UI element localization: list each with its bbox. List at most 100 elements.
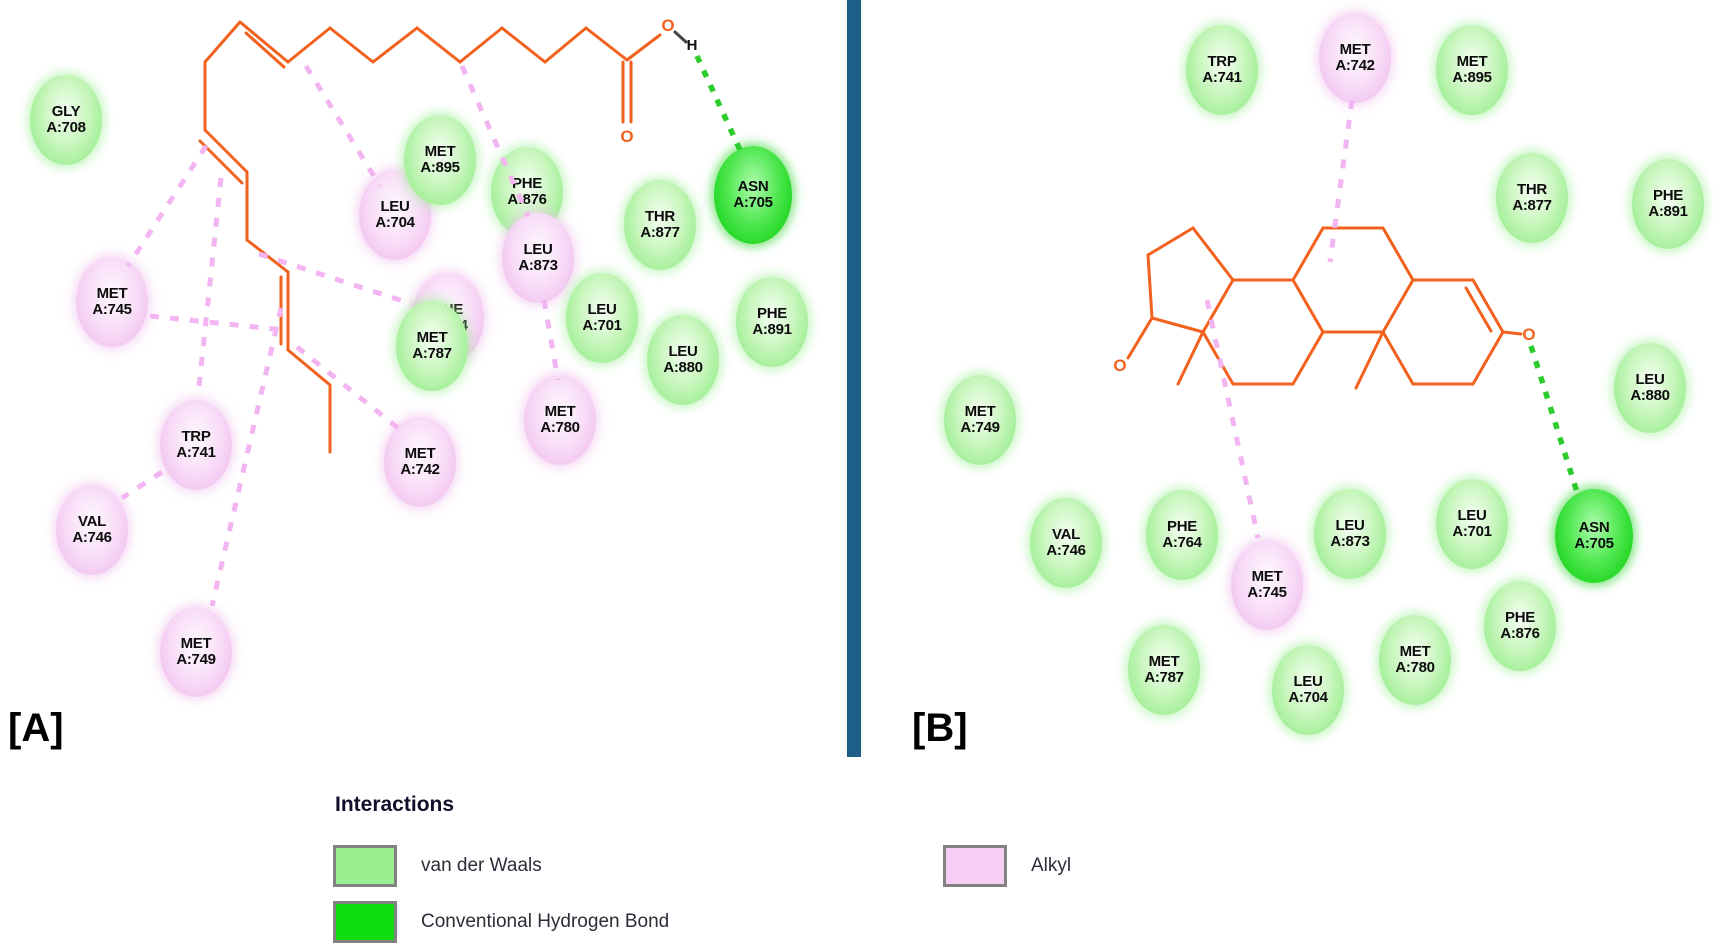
- residue-bubble-asn-a705: ASN A:705: [1555, 489, 1633, 583]
- residue-name: MET: [1148, 652, 1180, 670]
- residue-name: MET: [96, 284, 128, 302]
- residue-name: THR: [1517, 180, 1547, 198]
- ligand-bond: [371, 26, 419, 64]
- residue-name: ASN: [737, 177, 769, 195]
- residue-id: A:780: [540, 419, 580, 436]
- oxygen-atom-label: O: [1522, 325, 1535, 344]
- ligand-bond: [1191, 226, 1235, 282]
- van-der-waals-swatch: [333, 845, 397, 887]
- residue-name: MET: [964, 402, 996, 420]
- ligand-bond: [584, 26, 629, 62]
- residue-id: A:745: [1247, 584, 1287, 601]
- hbond-interaction-line: [1528, 345, 1580, 493]
- residue-bubble-trp-a741: TRP A:741: [1186, 25, 1258, 115]
- oxygen-atom-label: O: [620, 127, 633, 146]
- ligand-bond: [1146, 226, 1195, 257]
- residue-bubble-leu-a701: LEU A:701: [1436, 479, 1508, 569]
- residue-bubble-phe-a876: PHE A:876: [1484, 581, 1556, 671]
- residue-bubble-leu-a873: LEU A:873: [502, 213, 574, 303]
- residue-bubble-met-a780: MET A:780: [524, 375, 596, 465]
- ligand-bond: [1291, 278, 1325, 334]
- alkyl-interaction-line: [125, 144, 209, 268]
- residue-bubble-gly-a708: GLY A:708: [30, 75, 102, 165]
- residue-bubble-thr-a877: THR A:877: [624, 180, 696, 270]
- alkyl-interaction-line: [149, 313, 285, 333]
- residue-name: PHE: [757, 304, 787, 322]
- residue-bubble-met-a749: MET A:749: [944, 375, 1016, 465]
- oh-bond: [673, 30, 688, 44]
- residue-name: PHE: [1167, 517, 1197, 535]
- ligand-bond: [1464, 286, 1493, 333]
- residue-bubble-met-a787: MET A:787: [396, 301, 468, 391]
- residue-name: VAL: [1052, 525, 1080, 543]
- residue-name: MET: [1456, 52, 1488, 70]
- residue-name: MET: [416, 328, 448, 346]
- residue-id: A:746: [72, 529, 112, 546]
- residue-bubble-val-a746: VAL A:746: [1030, 498, 1102, 588]
- residue-id: A:701: [1452, 523, 1492, 540]
- panel-b-label: [B]: [912, 706, 968, 750]
- residue-name: TRP: [181, 427, 211, 445]
- hbond-interaction-line: [694, 54, 743, 152]
- residue-id: A:742: [1335, 57, 1375, 74]
- residue-id: A:708: [46, 119, 86, 136]
- residue-bubble-met-a742: MET A:742: [1319, 13, 1391, 103]
- residue-name: MET: [404, 444, 436, 462]
- alkyl-swatch: [943, 845, 1007, 887]
- residue-bubble-thr-a877: THR A:877: [1496, 153, 1568, 243]
- residue-id: A:746: [1046, 542, 1086, 559]
- residue-name: LEU: [587, 300, 617, 318]
- ligand-bond: [1381, 330, 1415, 386]
- residue-name: MET: [544, 402, 576, 420]
- oxygen-atom-label: O: [661, 16, 674, 35]
- residue-name: PHE: [512, 174, 542, 192]
- residue-bubble-phe-a891: PHE A:891: [1632, 159, 1704, 249]
- residue-id: A:742: [400, 461, 440, 478]
- residue-id: A:880: [1630, 387, 1670, 404]
- legend-label: Alkyl: [1031, 855, 1072, 876]
- ligand-bond: [1381, 226, 1415, 282]
- residue-bubble-leu-a701: LEU A:701: [566, 273, 638, 363]
- ligand-bond: [328, 26, 375, 64]
- residue-bubble-leu-a880: LEU A:880: [1614, 343, 1686, 433]
- ligand-bond: [415, 26, 462, 64]
- hydrogen-atom-label: H: [687, 37, 698, 54]
- ligand-bond: [625, 33, 662, 62]
- residue-id: A:876: [1500, 625, 1540, 642]
- alkyl-interaction-line: [303, 64, 383, 188]
- residue-id: A:701: [582, 317, 622, 334]
- residue-id: A:705: [733, 194, 773, 211]
- residue-bubble-leu-a880: LEU A:880: [647, 315, 719, 405]
- ligand-bond: [1471, 278, 1505, 334]
- ligand-bond: [1501, 330, 1523, 336]
- panel-divider: [847, 0, 861, 757]
- residue-id: A:780: [1395, 659, 1435, 676]
- legend-item-van-der-waals: van der Waals: [333, 845, 542, 887]
- residue-name: LEU: [380, 197, 410, 215]
- residue-id: A:749: [176, 651, 216, 668]
- ligand-bond: [458, 26, 504, 64]
- ligand-bond: [1150, 316, 1205, 334]
- ligand-bond: [286, 26, 332, 64]
- legend-label: Conventional Hydrogen Bond: [421, 911, 670, 932]
- ligand-bond: [543, 26, 588, 64]
- residue-name: ASN: [1578, 518, 1610, 536]
- residue-name: VAL: [78, 512, 106, 530]
- residue-name: THR: [645, 207, 675, 225]
- residue-name: MET: [1251, 567, 1283, 585]
- ligand-bond: [203, 20, 242, 64]
- residue-name: LEU: [1635, 370, 1665, 388]
- legend-label: van der Waals: [421, 855, 542, 876]
- residue-id: A:891: [752, 321, 792, 338]
- panel-a-label: [A]: [8, 706, 64, 750]
- residue-name: PHE: [1505, 608, 1535, 626]
- residue-id: A:877: [640, 224, 680, 241]
- residue-name: MET: [1339, 40, 1371, 58]
- ligand-bond: [198, 139, 244, 185]
- residue-bubble-met-a780: MET A:780: [1379, 615, 1451, 705]
- residue-bubble-met-a749: MET A:749: [160, 607, 232, 697]
- alkyl-interaction-line: [120, 469, 164, 501]
- residue-name: TRP: [1207, 52, 1237, 70]
- residue-bubble-met-a895: MET A:895: [404, 115, 476, 205]
- residue-id: A:873: [1330, 533, 1370, 550]
